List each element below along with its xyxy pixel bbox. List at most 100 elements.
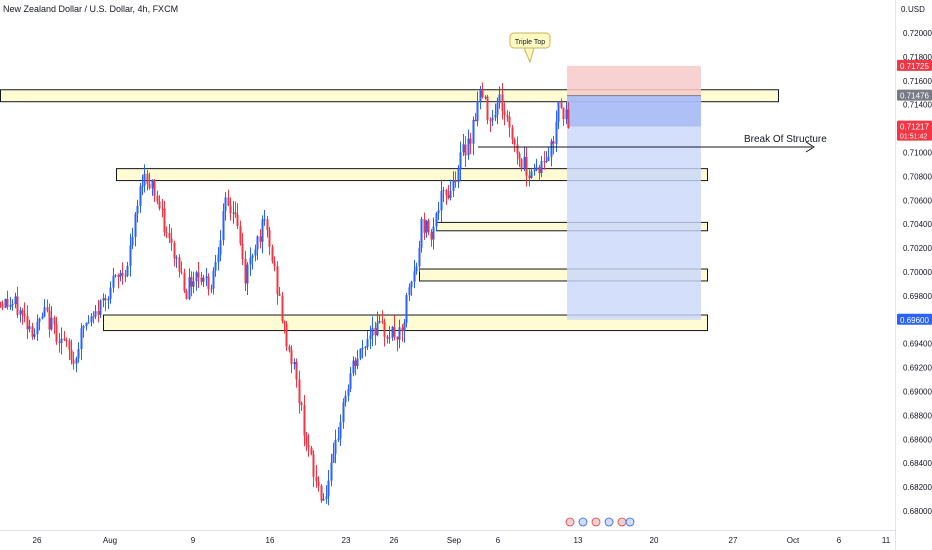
y-tick-label: 0.69800 [903, 292, 932, 301]
candle-body [36, 321, 39, 335]
x-tick-label: 26 [390, 536, 399, 545]
candle-body [401, 327, 404, 331]
x-tick-label: Sep [447, 536, 462, 545]
candle-body [295, 361, 298, 380]
candle-body [210, 288, 213, 290]
candle-body [325, 496, 328, 500]
currency-label[interactable]: USD [908, 5, 925, 14]
candle-body [151, 179, 154, 189]
candle-body [234, 212, 237, 215]
candle-body [552, 141, 555, 144]
candle-body [261, 219, 264, 242]
candle-body [457, 169, 460, 183]
stop-loss-zone [567, 65, 701, 96]
x-tick-label: 6 [837, 536, 842, 545]
event-flag-icon[interactable] [617, 517, 627, 527]
candle-body [393, 327, 396, 337]
candle-body [266, 219, 269, 231]
candle-body [31, 326, 34, 337]
event-flag-icon[interactable] [604, 517, 614, 527]
candle-body [99, 300, 102, 315]
candle-body [259, 236, 262, 242]
currency-label-dot: 0. [901, 5, 908, 14]
y-tick-label: 0.70400 [903, 220, 932, 229]
candle-body [11, 304, 14, 306]
candle-body [464, 144, 467, 156]
candle-body [90, 316, 93, 323]
candle-body [112, 276, 115, 288]
candle-body [19, 310, 22, 315]
candle-body [114, 275, 117, 277]
candle-body [183, 272, 186, 291]
candle-body [366, 339, 369, 347]
candle-body [322, 499, 325, 501]
candle-body [472, 119, 475, 144]
candle-body [41, 316, 44, 319]
candle-body [214, 262, 217, 271]
x-tick-label: 11 [882, 536, 891, 545]
candle-body [293, 361, 296, 365]
candle-body [467, 138, 470, 156]
candle-body [285, 323, 288, 347]
event-flags[interactable] [565, 517, 635, 527]
y-tick-label: 0.70000 [903, 268, 932, 277]
x-tick-label: 16 [266, 536, 275, 545]
candle-body [298, 379, 301, 403]
candle-body [452, 180, 455, 191]
candle-body [496, 103, 499, 115]
candle-body [46, 307, 49, 311]
break-of-structure-label: Break Of Structure [744, 134, 827, 145]
break-of-structure-arrowhead [805, 141, 815, 153]
price-label-text: 0.71217 [900, 123, 929, 132]
candle-body [518, 153, 521, 160]
chart-title: New Zealand Dollar / U.S. Dollar, 4h, FX… [3, 4, 178, 14]
candle-body [415, 266, 418, 272]
candle-body [244, 258, 247, 284]
x-tick-label: 6 [496, 536, 501, 545]
x-tick-label: 9 [191, 536, 196, 545]
candle-body [70, 349, 73, 361]
candle-body [511, 127, 514, 140]
candle-body [398, 327, 401, 340]
candle-body [97, 311, 100, 315]
candle-body [481, 90, 484, 97]
price-label-badge [897, 313, 932, 325]
candle-body [163, 208, 166, 233]
candle-body [141, 185, 144, 187]
candle-body [185, 290, 188, 300]
candle-body [168, 232, 171, 239]
event-flag-icon[interactable] [565, 517, 575, 527]
candle-body [425, 220, 428, 233]
candle-body [281, 295, 284, 322]
candle-body [538, 167, 541, 174]
candle-body [276, 266, 279, 294]
candle-body [376, 322, 379, 336]
candle-body [58, 341, 61, 343]
event-flag-icon[interactable] [625, 517, 635, 527]
candle-body [356, 358, 359, 367]
candle-body [205, 276, 208, 278]
event-flag-icon[interactable] [578, 517, 588, 527]
candle-body [523, 156, 526, 168]
candle-body [525, 156, 528, 176]
y-tick-label: 0.68600 [903, 435, 932, 444]
candle-body [474, 119, 477, 122]
candle-body [352, 360, 355, 374]
candle-body [469, 138, 472, 144]
candle-body [119, 273, 122, 277]
candle-body [246, 264, 249, 284]
candle-body [560, 102, 563, 108]
candle-body [381, 321, 384, 323]
candle-body [161, 208, 164, 210]
price-label-text: 0.69600 [900, 316, 929, 325]
candle-body [77, 349, 80, 359]
candle-body [63, 338, 66, 341]
candle-body [533, 170, 536, 172]
candle-body [364, 346, 367, 349]
candle-body [540, 161, 543, 174]
event-flag-icon[interactable] [591, 517, 601, 527]
candle-body [396, 336, 399, 340]
candle-body [227, 197, 230, 206]
